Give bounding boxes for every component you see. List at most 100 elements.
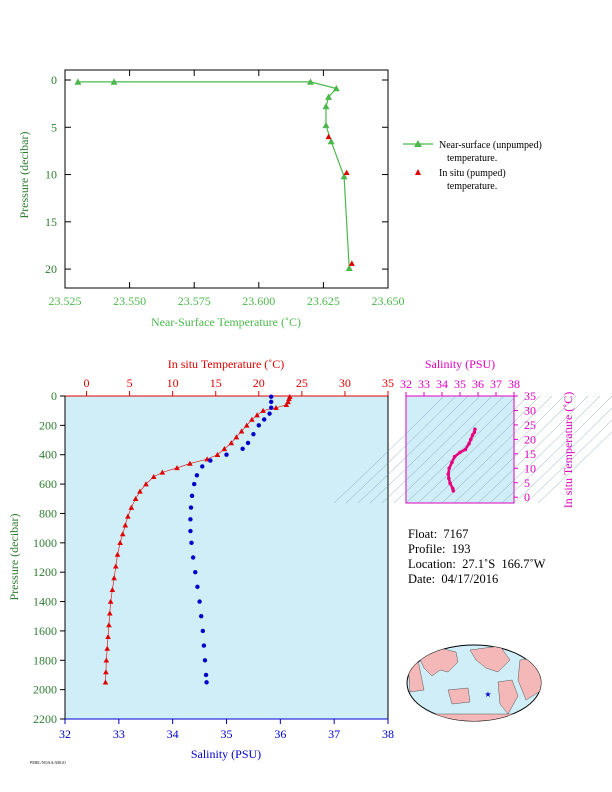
pressure-tick-label: 1000 — [33, 536, 57, 550]
credit-text: PMEL/NOAA/ARGO — [30, 760, 66, 765]
ts-y-tick-label: 5 — [524, 476, 530, 490]
salinity-tick-label: 34 — [167, 727, 179, 741]
top-chart-frame — [64, 69, 389, 289]
temperature-profile-point — [105, 633, 111, 640]
salinity-profile-point — [203, 672, 209, 678]
in-situ-temperature-point — [348, 260, 355, 266]
top-y-tick-label: 0 — [51, 73, 57, 87]
temperature-profile-point — [238, 428, 245, 434]
ts-y-tick-label: 0 — [524, 490, 530, 504]
temperature-tick-label: 0 — [84, 376, 90, 390]
temperature-profile-point — [113, 563, 119, 569]
temperature-profile-point — [260, 407, 266, 413]
temperature-profile-point — [109, 587, 116, 593]
density-contour — [417, 395, 529, 504]
near-surface-temperature-point — [327, 137, 335, 145]
temperature-profile-point — [187, 460, 193, 466]
temperature-profile-point — [233, 434, 240, 440]
salinity-profile-point — [189, 540, 194, 546]
south-america-land — [497, 679, 519, 715]
temperature-profile-point — [221, 446, 228, 452]
density-contour — [429, 395, 541, 504]
temperature-profile-point — [286, 396, 292, 402]
ts-point — [452, 454, 457, 459]
near-surface-temperature-point — [325, 93, 333, 100]
salinity-profile-point — [188, 528, 193, 534]
density-contour — [465, 395, 577, 504]
ts-point — [450, 460, 454, 465]
location: Location: 27.1˚S 166.7˚W — [408, 557, 546, 571]
ts-y-tick-label: 30 — [524, 403, 536, 417]
ts-point — [467, 441, 471, 446]
salinity-profile-point — [268, 405, 274, 410]
salinity-profile-point — [256, 423, 261, 428]
density-contour — [489, 395, 601, 504]
density-contour — [477, 395, 589, 504]
near-surface-temperature-point — [345, 264, 353, 271]
temperature-profile-point — [132, 495, 139, 502]
ts-point — [447, 466, 452, 471]
ts-x-tick-label: 37 — [490, 377, 502, 391]
temperature-profile-point — [214, 451, 221, 457]
ts-y-tick-label: 20 — [524, 432, 536, 446]
top-x-tick-label: 23.525 — [49, 294, 82, 308]
temperature-tick-label: 30 — [339, 376, 351, 390]
top-y-tick-label: 10 — [45, 168, 57, 182]
pressure-tick-label: 400 — [39, 448, 57, 462]
salinity-profile-point — [245, 440, 251, 446]
salinity-profile-point — [197, 599, 202, 604]
temperature-profile-point — [228, 440, 235, 446]
salinity-tick-label: 38 — [382, 727, 394, 741]
legend-in-situ-marker — [415, 169, 421, 175]
salinity-tick-label: 37 — [328, 727, 340, 741]
top-legend: Near-surface (unpumped) temperature. In … — [403, 140, 542, 192]
top-y-axis-label: Pressure (decibar) — [17, 132, 31, 219]
density-contour — [381, 395, 493, 504]
temperature-profile-point — [243, 422, 250, 428]
pressure-tick-label: 600 — [39, 477, 57, 491]
ts-point — [472, 430, 477, 434]
float-info: Float: 7167 Profile: 193 Location: 27.1˚… — [408, 527, 545, 587]
temperature-profile-point — [104, 645, 111, 651]
density-contour — [369, 395, 481, 504]
in-situ-temperature-point — [343, 169, 350, 176]
salinity-profile-point — [240, 446, 245, 452]
legend-near-surface-label-1: Near-surface (unpumped) — [439, 140, 542, 151]
density-contour — [525, 419, 612, 504]
legend-in-situ-label-1: In situ (pumped) — [439, 168, 506, 179]
pressure-tick-label: 1400 — [33, 595, 57, 609]
temperature-tick-label: 20 — [253, 376, 265, 390]
salinity-profile-point — [204, 680, 209, 685]
density-contour — [333, 395, 445, 504]
temperature-tick-label: 15 — [210, 376, 222, 390]
temperature-profile-point — [128, 504, 135, 510]
profile-bottom-axis-label: Salinity (PSU) — [191, 747, 261, 761]
temperature-profile-point — [143, 481, 149, 487]
density-contour — [393, 395, 505, 504]
temperature-profile-point — [174, 465, 180, 471]
density-contour — [537, 431, 612, 504]
top-y-tick-label: 20 — [45, 262, 57, 276]
temperature-tick-label: 10 — [167, 376, 179, 390]
salinity-profile-point — [192, 481, 197, 487]
pressure-tick-label: 1800 — [33, 653, 57, 667]
ts-x-tick-label: 33 — [418, 377, 430, 391]
density-contour — [513, 407, 612, 504]
ts-y-axis-label: In situ Temperature (˚C) — [561, 392, 575, 509]
pressure-tick-label: 200 — [39, 418, 57, 432]
australia-land — [447, 687, 471, 705]
profile-y-axis-label: Pressure (decibar) — [7, 514, 21, 601]
salinity-profile-point — [208, 458, 213, 463]
date: Date: 04/17/2016 — [408, 572, 499, 586]
ts-x-tick-label: 32 — [400, 377, 412, 391]
ts-point — [446, 472, 451, 476]
temperature-profile-point — [273, 404, 279, 410]
temperature-profile-point — [107, 598, 114, 604]
top-chart: 23.525 23.550 23.575 23.600 23.625 23.650 0 5 10… — [17, 69, 405, 329]
ts-point — [447, 476, 451, 481]
top-y-tick-label: 15 — [45, 215, 57, 229]
temperature-profile-point — [125, 513, 131, 519]
top-x-tick-label: 23.625 — [307, 294, 340, 308]
temperature-profile-point — [119, 531, 126, 537]
